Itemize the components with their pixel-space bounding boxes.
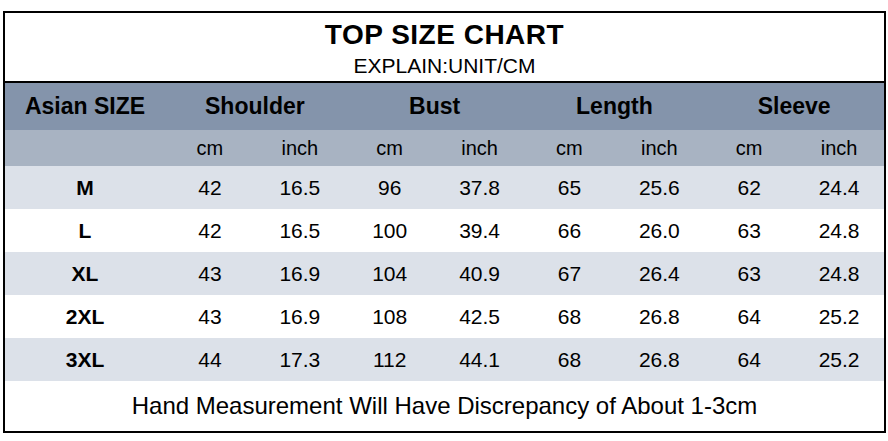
unit-cell: cm bbox=[704, 130, 794, 166]
size-cell: L bbox=[5, 209, 165, 252]
unit-cell: inch bbox=[435, 130, 525, 166]
size-cell: M bbox=[5, 166, 165, 209]
value-cell: 40.9 bbox=[435, 252, 525, 295]
table-row-3xl: 3XL 44 17.3 112 44.1 68 26.8 64 25.2 bbox=[5, 338, 884, 381]
value-cell: 63 bbox=[704, 252, 794, 295]
size-cell: 2XL bbox=[5, 295, 165, 338]
header-sleeve: Sleeve bbox=[704, 83, 884, 130]
value-cell: 39.4 bbox=[435, 209, 525, 252]
value-cell: 64 bbox=[704, 338, 794, 381]
header-shoulder: Shoulder bbox=[165, 83, 345, 130]
value-cell: 24.8 bbox=[794, 209, 884, 252]
value-cell: 108 bbox=[345, 295, 435, 338]
value-cell: 65 bbox=[525, 166, 615, 209]
size-chart-table-container: TOP SIZE CHART EXPLAIN:UNIT/CM Asian SIZ… bbox=[3, 11, 886, 433]
value-cell: 16.5 bbox=[255, 166, 345, 209]
value-cell: 68 bbox=[525, 295, 615, 338]
title-block: TOP SIZE CHART EXPLAIN:UNIT/CM bbox=[5, 13, 884, 83]
unit-cell: cm bbox=[525, 130, 615, 166]
value-cell: 44 bbox=[165, 338, 255, 381]
value-cell: 42.5 bbox=[435, 295, 525, 338]
value-cell: 43 bbox=[165, 252, 255, 295]
value-cell: 66 bbox=[525, 209, 615, 252]
value-cell: 16.5 bbox=[255, 209, 345, 252]
value-cell: 26.0 bbox=[614, 209, 704, 252]
value-cell: 63 bbox=[704, 209, 794, 252]
unit-blank-cell bbox=[5, 130, 165, 166]
size-cell: XL bbox=[5, 252, 165, 295]
value-cell: 42 bbox=[165, 209, 255, 252]
unit-header-row: cm inch cm inch cm inch cm inch bbox=[5, 130, 884, 166]
size-chart-page: TOP SIZE CHART EXPLAIN:UNIT/CM Asian SIZ… bbox=[0, 0, 888, 441]
header-bust: Bust bbox=[345, 83, 525, 130]
value-cell: 67 bbox=[525, 252, 615, 295]
value-cell: 25.2 bbox=[794, 338, 884, 381]
footer-note: Hand Measurement Will Have Discrepancy o… bbox=[5, 381, 884, 431]
unit-cell: inch bbox=[794, 130, 884, 166]
value-cell: 16.9 bbox=[255, 295, 345, 338]
value-cell: 16.9 bbox=[255, 252, 345, 295]
footer-row: Hand Measurement Will Have Discrepancy o… bbox=[5, 381, 884, 431]
value-cell: 104 bbox=[345, 252, 435, 295]
value-cell: 96 bbox=[345, 166, 435, 209]
unit-cell: inch bbox=[614, 130, 704, 166]
value-cell: 100 bbox=[345, 209, 435, 252]
value-cell: 64 bbox=[704, 295, 794, 338]
value-cell: 26.4 bbox=[614, 252, 704, 295]
unit-cell: cm bbox=[165, 130, 255, 166]
value-cell: 25.6 bbox=[614, 166, 704, 209]
size-cell: 3XL bbox=[5, 338, 165, 381]
page-subtitle: EXPLAIN:UNIT/CM bbox=[5, 53, 884, 79]
table-row-xl: XL 43 16.9 104 40.9 67 26.4 63 24.8 bbox=[5, 252, 884, 295]
header-length: Length bbox=[525, 83, 705, 130]
value-cell: 44.1 bbox=[435, 338, 525, 381]
measure-header-row: Asian SIZE Shoulder Bust Length Sleeve bbox=[5, 83, 884, 130]
value-cell: 68 bbox=[525, 338, 615, 381]
table-row-2xl: 2XL 43 16.9 108 42.5 68 26.8 64 25.2 bbox=[5, 295, 884, 338]
value-cell: 17.3 bbox=[255, 338, 345, 381]
value-cell: 43 bbox=[165, 295, 255, 338]
value-cell: 24.4 bbox=[794, 166, 884, 209]
value-cell: 62 bbox=[704, 166, 794, 209]
size-table: Asian SIZE Shoulder Bust Length Sleeve c… bbox=[5, 83, 884, 431]
value-cell: 112 bbox=[345, 338, 435, 381]
value-cell: 37.8 bbox=[435, 166, 525, 209]
value-cell: 26.8 bbox=[614, 338, 704, 381]
table-row-l: L 42 16.5 100 39.4 66 26.0 63 24.8 bbox=[5, 209, 884, 252]
value-cell: 24.8 bbox=[794, 252, 884, 295]
header-asian-size: Asian SIZE bbox=[5, 83, 165, 130]
value-cell: 25.2 bbox=[794, 295, 884, 338]
value-cell: 26.8 bbox=[614, 295, 704, 338]
table-row-m: M 42 16.5 96 37.8 65 25.6 62 24.4 bbox=[5, 166, 884, 209]
unit-cell: inch bbox=[255, 130, 345, 166]
value-cell: 42 bbox=[165, 166, 255, 209]
unit-cell: cm bbox=[345, 130, 435, 166]
page-title: TOP SIZE CHART bbox=[5, 17, 884, 53]
